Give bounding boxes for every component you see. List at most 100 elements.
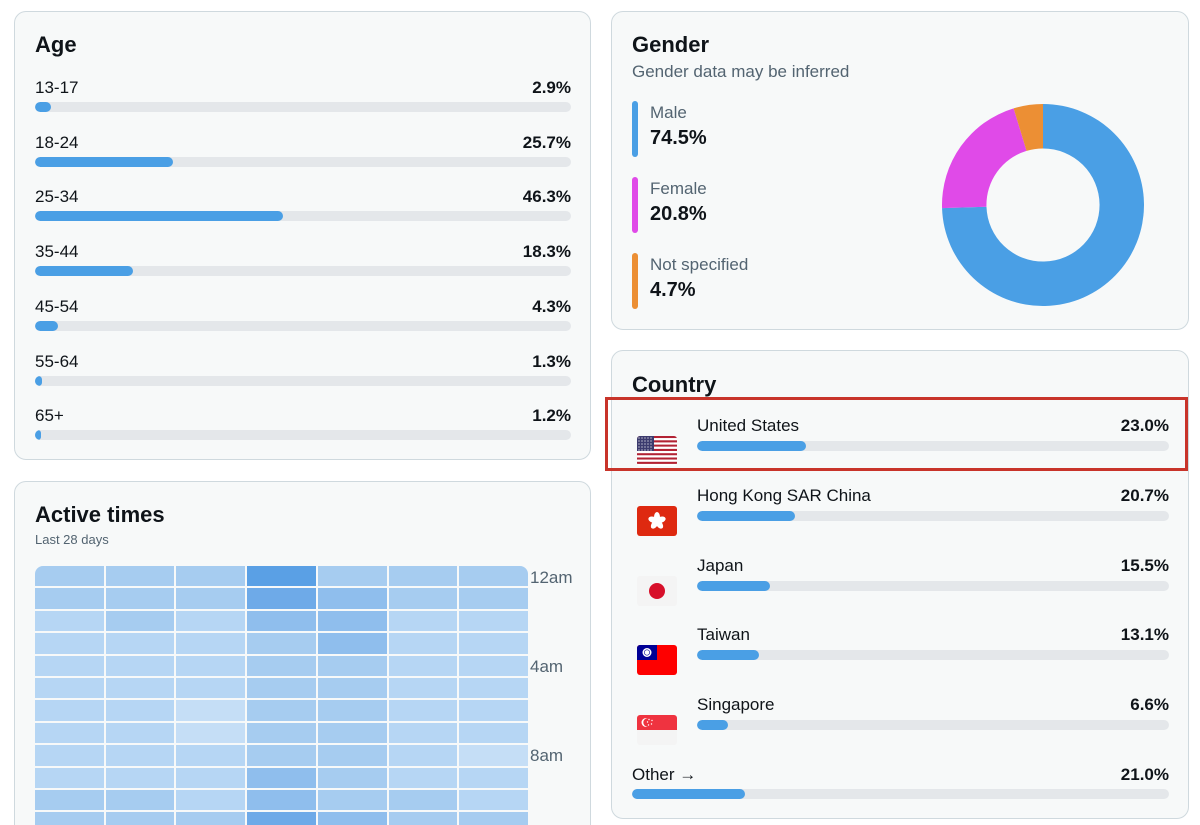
heatmap-cell: [247, 700, 316, 721]
heatmap-cell: [176, 566, 246, 587]
heatmap-cell: [317, 677, 387, 699]
heatmap-cell: [459, 745, 528, 766]
active-times-heatmap: [35, 566, 528, 825]
heatmap-cell: [176, 610, 246, 632]
age-range-label: 13-17: [35, 78, 79, 97]
age-range-bar: [35, 156, 571, 167]
heatmap-cell: [388, 566, 458, 587]
highlight-box: [605, 397, 1188, 471]
heatmap-cell: [35, 745, 104, 766]
age-range-bar: [35, 375, 571, 386]
heatmap-cell: [388, 767, 458, 788]
donut-slice-male[interactable]: [942, 104, 1144, 306]
gender-color-bar: [632, 177, 638, 233]
age-range-value: 1.2%: [532, 406, 571, 426]
country-bar-fill: [697, 580, 771, 591]
age-row: 13-17 2.9%: [35, 78, 571, 118]
heatmap-cell: [35, 677, 104, 699]
sg-flag-icon: [637, 715, 677, 746]
heatmap-cell: [176, 812, 246, 825]
heatmap-cell: [105, 610, 175, 632]
age-range-label: 45-54: [35, 296, 79, 316]
heatmap-cell: [105, 566, 175, 587]
country-row: Hong Kong SAR China 20.7%: [612, 486, 1190, 546]
heatmap-cell: [176, 789, 246, 811]
heatmap-cell: [35, 789, 104, 811]
heatmap-cell: [459, 588, 528, 609]
heatmap-cell: [35, 700, 104, 721]
active-times-card: Active times Last 28 days 12am 4am 8am: [14, 481, 591, 825]
gender-color-bar: [632, 253, 638, 309]
gender-card: Gender Gender data may be inferred Male 7…: [611, 11, 1189, 330]
age-range-bar: [35, 266, 571, 277]
heatmap-cell: [35, 812, 104, 825]
donut-slice-female[interactable]: [942, 108, 1027, 209]
age-range-label: 55-64: [35, 351, 79, 371]
heatmap-cell: [176, 745, 246, 766]
heatmap-cell: [247, 767, 316, 788]
heatmap-cell: [35, 655, 104, 676]
heatmap-cell: [35, 767, 104, 788]
gender-label: Female: [650, 179, 707, 198]
heatmap-cell: [105, 767, 175, 788]
age-range-bar-fill: [35, 211, 284, 222]
heatmap-cell: [459, 610, 528, 632]
heatmap-cell: [317, 633, 387, 654]
heatmap-cell: [388, 633, 458, 654]
age-range-value: 2.9%: [532, 78, 571, 97]
heatmap-cell: [459, 655, 528, 676]
heatmap-cell: [176, 700, 246, 721]
heatmap-cell: [459, 566, 528, 587]
heatmap-cell: [247, 745, 316, 766]
gender-label: Not specified: [650, 255, 749, 274]
heatmap-cell: [35, 722, 104, 744]
gender-label: Male: [650, 103, 687, 122]
other-countries-bar-fill: [632, 789, 745, 799]
gender-legend-item: Not specified 4.7%: [632, 253, 872, 309]
country-row: United States 23.0%: [612, 416, 1190, 476]
country-value: 13.1%: [1120, 625, 1169, 645]
age-range-value: 1.3%: [532, 351, 571, 371]
gender-value: 4.7%: [650, 279, 696, 301]
age-row: 65+ 1.2%: [35, 406, 571, 446]
country-name: Japan: [697, 555, 744, 575]
age-range-label: 18-24: [35, 132, 79, 152]
age-range-bar-fill: [35, 156, 173, 167]
heatmap-cell: [105, 677, 175, 699]
heatmap-cell: [388, 722, 458, 744]
heatmap-cell: [35, 633, 104, 654]
heatmap-cell: [105, 633, 175, 654]
us-flag-icon: [637, 436, 677, 466]
country-row: Japan 15.5%: [612, 556, 1190, 616]
country-bar: [697, 580, 1169, 591]
heatmap-cell: [105, 655, 175, 676]
heatmap-cell: [388, 789, 458, 811]
gender-color-bar: [632, 101, 638, 157]
age-range-label: 25-34: [35, 187, 79, 207]
other-countries-link[interactable]: Other →: [632, 765, 697, 784]
country-bar-fill: [697, 510, 795, 521]
heatmap-cell: [176, 633, 246, 654]
heatmap-cell: [247, 722, 316, 744]
other-countries-bar: [632, 789, 1169, 799]
gender-value: 20.8%: [650, 203, 707, 225]
heatmap-cell: [317, 767, 387, 788]
country-title: Country: [632, 372, 717, 397]
country-row: Taiwan 13.1%: [612, 625, 1190, 685]
heatmap-cell: [105, 789, 175, 811]
time-label-8am: 8am: [530, 746, 564, 765]
age-range-bar: [35, 430, 571, 441]
age-title: Age: [35, 32, 77, 57]
age-range-value: 46.3%: [522, 187, 571, 207]
country-name: Taiwan: [697, 625, 750, 645]
gender-donut-chart: [942, 104, 1144, 306]
age-row: 18-24 25.7%: [35, 133, 571, 173]
donut-slice-not-specified[interactable]: [1013, 104, 1043, 151]
country-name: Singapore: [697, 695, 775, 715]
heatmap-cell: [459, 633, 528, 654]
country-value: 20.7%: [1120, 485, 1169, 505]
heatmap-cell: [459, 789, 528, 811]
country-bar-fill: [697, 441, 806, 451]
country-bar: [697, 720, 1169, 731]
age-range-bar: [35, 320, 571, 331]
